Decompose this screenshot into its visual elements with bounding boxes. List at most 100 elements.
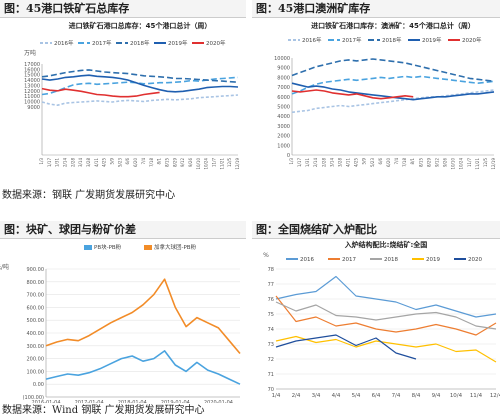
legend-label: 2017: [342, 257, 356, 263]
y-tick-label: 100.00: [27, 369, 45, 375]
legend-label: 2017年: [92, 39, 112, 47]
y-tick-label: 10000: [24, 99, 40, 105]
y-tick-label: 10000: [274, 56, 290, 62]
series-line-2018年: [41, 69, 239, 83]
legend-label: 2017年: [342, 36, 362, 44]
series-line-2020: [275, 334, 417, 360]
y-tick-label: 7000: [277, 85, 290, 91]
y-tick-label: 9000: [27, 105, 40, 111]
x-tick-label: 5/4: [352, 393, 361, 399]
legend-swatch: [144, 245, 152, 250]
x-tick-label: 3/4: [312, 393, 321, 399]
x-tick-label: 7/18: [149, 158, 154, 167]
x-tick-label: 5/23: [117, 158, 122, 167]
x-tick-label: 6/20: [133, 158, 138, 167]
x-tick-label: 10/24: [459, 158, 464, 170]
x-tick-label: 10/4: [450, 393, 463, 399]
x-tick-label: 1/4: [272, 393, 281, 399]
y-tick-label: 200.00: [27, 357, 45, 363]
x-tick-label: 1/17: [47, 158, 52, 167]
chart-title: 进口铁矿石港口库存：澳洲矿：45个港口总计（周）: [311, 21, 475, 30]
x-tick-label: 12/19: [235, 158, 240, 170]
y-tick-label: 14000: [24, 78, 40, 84]
y-tick-label: 3000: [277, 124, 290, 130]
x-tick-label: 1/31: [55, 158, 60, 167]
x-tick-label: 12/5: [227, 158, 232, 167]
y-tick-label: 0.00: [33, 382, 44, 388]
y-axis-label: %: [263, 252, 269, 259]
y-tick-label: 78: [268, 267, 274, 273]
y-tick-label: 15000: [24, 73, 40, 79]
chart-panel-port-inventory: 图：45港口铁矿石总库存 进口铁矿石港口总库存：45个港口总计（周） 万吨 2016…: [0, 0, 246, 187]
x-tick-label: 9/4: [432, 393, 441, 399]
chart-title: 入炉结构配比:烧结矿:全国: [344, 240, 428, 249]
legend-label: 加拿大球团-PB粉: [154, 243, 197, 251]
legend-label: 2016年: [302, 36, 322, 44]
y-tick-label: 76: [268, 297, 274, 303]
chart-svg-australia-inventory: 进口铁矿石港口库存：澳洲矿：45个港口总计（周） 2016年 2017年 2018年 2…: [274, 21, 496, 170]
y-tick-label: 71: [268, 372, 274, 378]
x-tick-label: 3/28: [86, 158, 91, 167]
x-tick-label: 7/18: [402, 158, 407, 167]
y-tick-label: 9000: [277, 66, 290, 72]
x-tick-label: 2/28: [70, 158, 75, 167]
series-line-2020年: [41, 87, 160, 98]
legend-label: 2019年: [168, 39, 188, 47]
x-tick-label: 12/4: [490, 393, 500, 399]
x-tick-label: 8/1: [410, 158, 415, 165]
series-line-PB块-PB粉: [45, 350, 241, 385]
y-tick-label: 74: [268, 327, 274, 333]
x-tick-label: 7/4: [394, 158, 399, 165]
legend-label: 2020年: [206, 39, 226, 47]
x-tick-label: 4/25: [354, 158, 359, 167]
x-tick-label: 11/4: [470, 393, 483, 399]
x-tick-label: 1/3: [39, 158, 44, 165]
x-tick-label: 9/26: [188, 158, 193, 167]
x-tick-label: 10/24: [204, 158, 209, 170]
x-tick-label: 11/7: [467, 158, 472, 167]
x-tick-label: 8/4: [412, 393, 421, 399]
panel-title: 图：块矿、球团与粉矿价差: [0, 221, 246, 239]
y-tick-label: 16000: [24, 67, 40, 73]
x-tick-label: 3/28: [337, 158, 342, 167]
series-line-2020年: [291, 89, 414, 100]
legend-label: 2019: [426, 257, 440, 263]
series-line-2017: [275, 295, 497, 336]
legend-label: 2019年: [422, 36, 442, 44]
x-tick-label: 6/4: [372, 393, 381, 399]
x-tick-label: 4/11: [346, 158, 351, 167]
x-tick-label: 2/14: [63, 158, 68, 167]
x-tick-label: 11/7: [211, 158, 216, 167]
series-line-加拿大球团-PB粉: [45, 278, 241, 355]
y-tick-label: 11000: [24, 94, 40, 100]
y-axis-label: 万吨: [24, 49, 36, 57]
y-tick-label: 77: [268, 282, 274, 288]
x-tick-label: 2019-01-04: [161, 400, 190, 403]
series-line-2018年: [291, 58, 495, 83]
chart-title: 进口铁矿石港口总库存：45个港口总计（周）: [69, 21, 212, 30]
chart-svg-port-inventory: 进口铁矿石港口总库存：45个港口总计（周） 万吨 2016年 2017年 2018年 20…: [24, 21, 240, 170]
panel-title: 图：全国烧结矿入炉配比: [252, 221, 500, 239]
x-tick-label: 2020-01-04: [204, 400, 233, 403]
panel-title: 图：45港口铁矿石总库存: [0, 0, 246, 18]
x-tick-label: 7/4: [392, 393, 401, 399]
y-tick-label: 5000: [277, 105, 290, 111]
x-tick-label: 12/19: [491, 158, 496, 170]
chart-panel-sinter-ratio: 图：全国烧结矿入炉配比 入炉结构配比:烧结矿:全国% 2016 2017 2018 20…: [252, 221, 500, 404]
x-tick-label: 6/6: [125, 158, 130, 165]
x-tick-label: 4/11: [94, 158, 99, 167]
series-line-2017年: [291, 75, 495, 95]
y-tick-label: 8000: [277, 75, 290, 81]
x-tick-label: 9/26: [443, 158, 448, 167]
y-tick-label: 700.00: [27, 293, 45, 299]
y-tick-label: 2000: [277, 134, 290, 140]
series-line-2019: [275, 335, 497, 363]
y-tick-label: 400.00: [27, 331, 45, 337]
y-tick-label: 70: [268, 387, 274, 393]
y-tick-label: 900.00: [27, 267, 45, 273]
y-tick-label: 800.00: [27, 280, 45, 286]
x-tick-label: 2018-01-04: [118, 400, 147, 403]
x-tick-label: 2/28: [321, 158, 326, 167]
chart-svg-price-spread: 元/吨 PB块-PB粉 加拿大球团-PB粉 (100.00) 0.00 100.00 200…: [0, 243, 241, 403]
x-tick-label: 8/15: [164, 158, 169, 167]
